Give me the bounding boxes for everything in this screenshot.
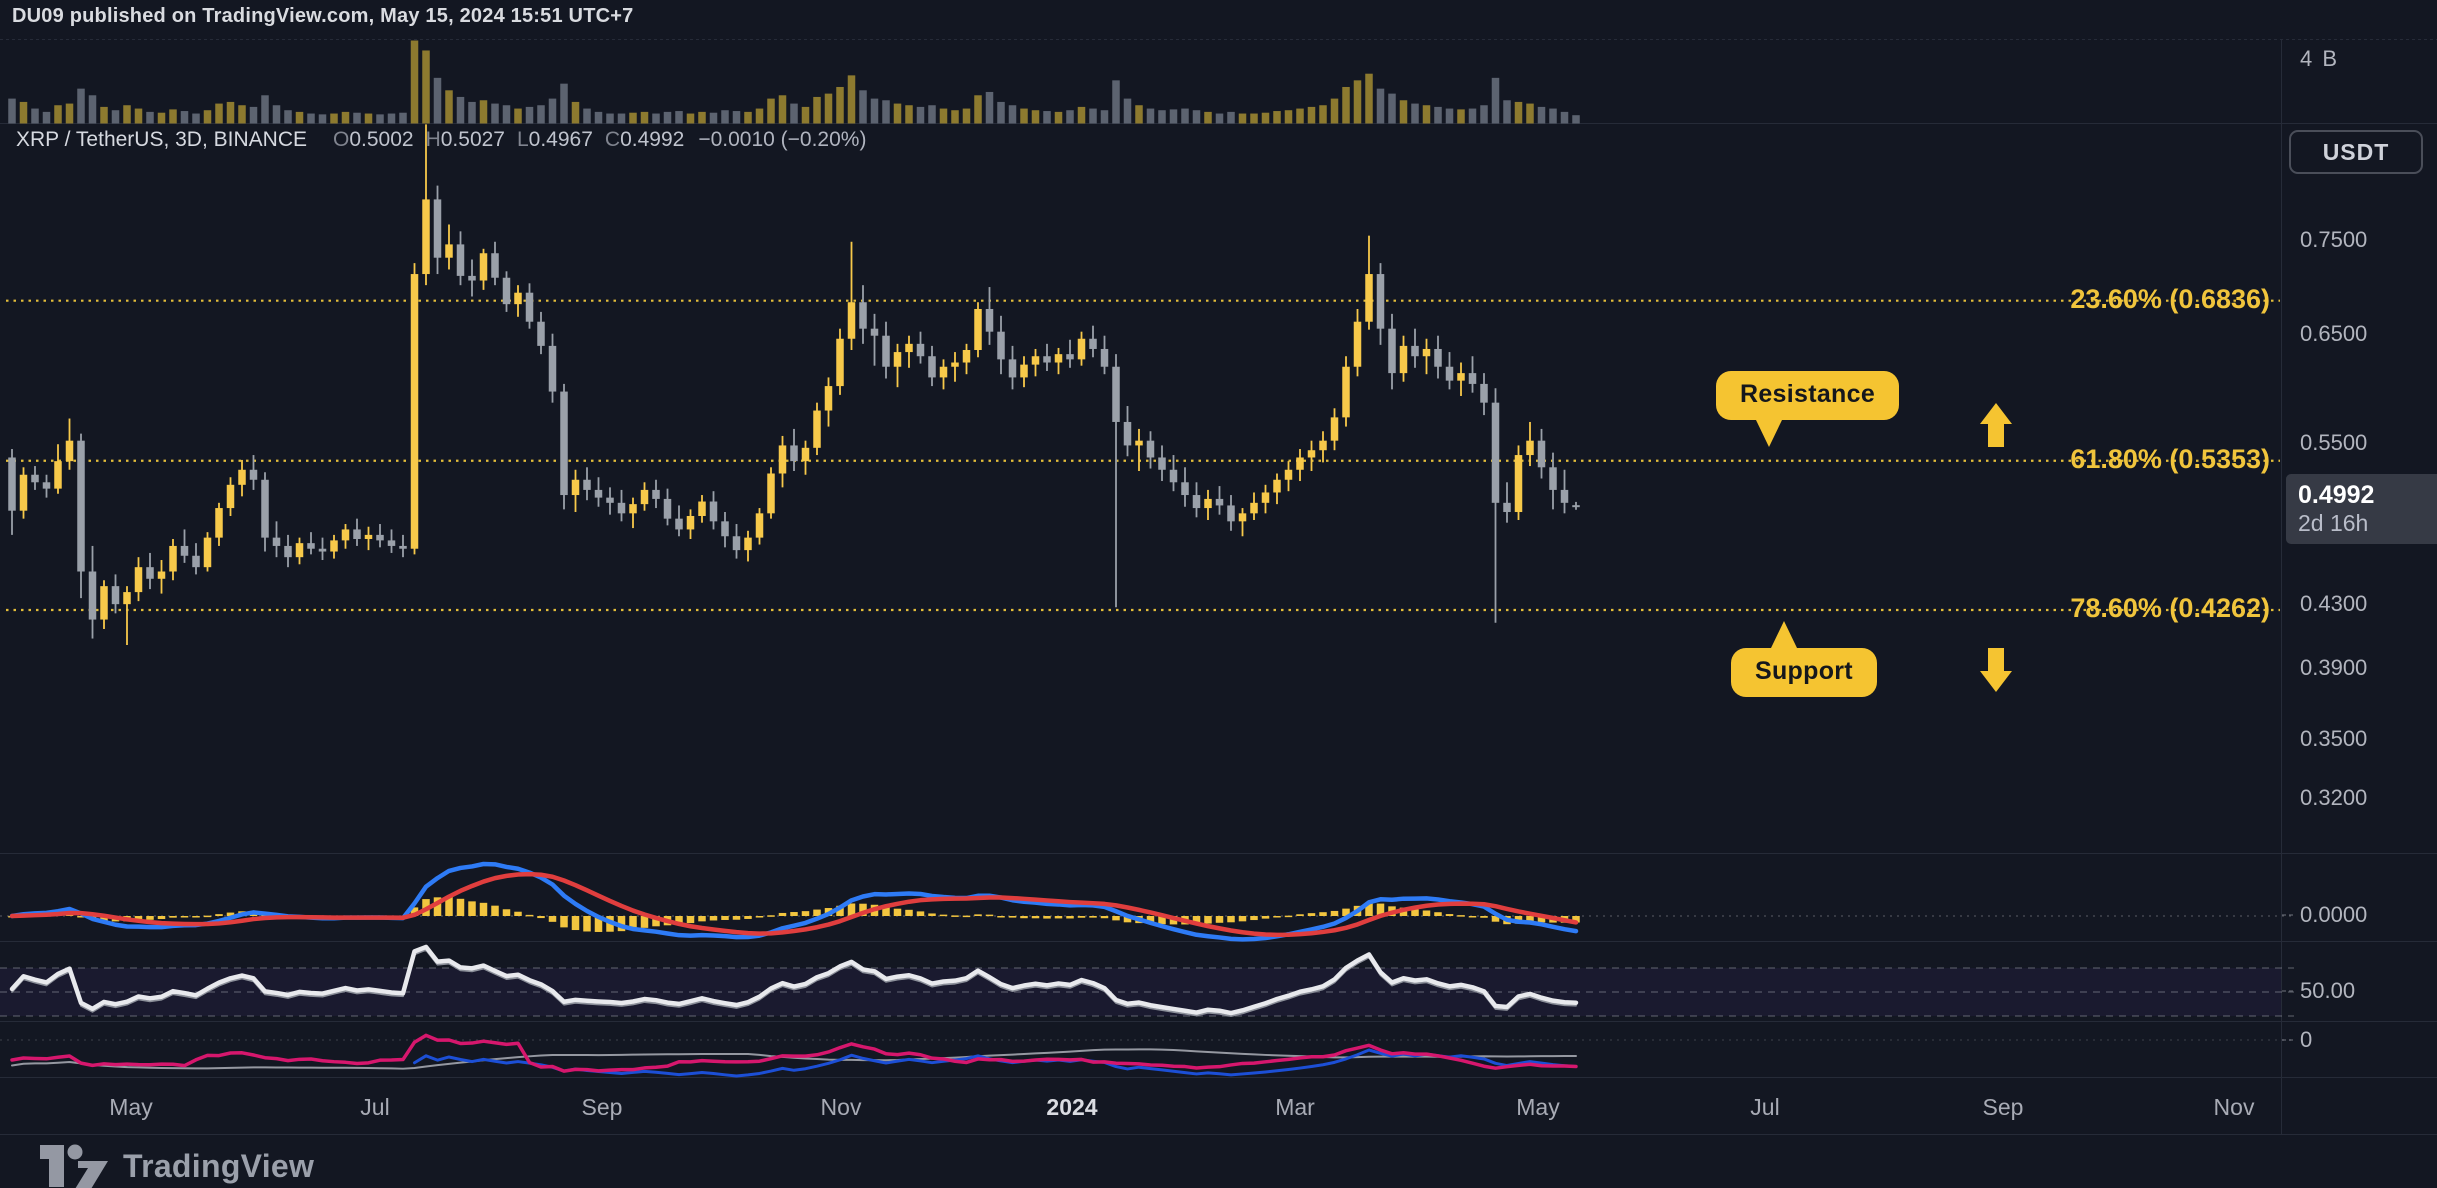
price-tick-label: 0.4300 [2300, 591, 2368, 617]
price-tick-label: 0.5500 [2300, 430, 2368, 456]
time-axis-label: May [109, 1094, 153, 1120]
momentum-layer [0, 1033, 2294, 1078]
last-price-box[interactable]: 0.4992 2d 16h [2286, 474, 2437, 545]
resistance-callout[interactable]: Resistance [1716, 371, 1900, 447]
price-tick-label: 0.7500 [2300, 227, 2368, 253]
ohlc-key: H [425, 128, 441, 151]
price-tick-label: 0.3200 [2300, 784, 2368, 810]
time-axis-label: Nov [2213, 1094, 2255, 1120]
bar-countdown: 2d 16h [2298, 510, 2369, 537]
price-tick-label: 0.6500 [2300, 320, 2368, 346]
arrow-up-icon[interactable] [1980, 403, 2012, 447]
ohlc-value: 0.5002 [349, 128, 414, 151]
axis-tick-stubs [2282, 914, 2296, 1041]
time-axis-label: Sep [581, 1094, 623, 1120]
indicator-tick-label: 0.0000 [2300, 902, 2368, 927]
time-axis-label: Jul [1750, 1094, 1780, 1120]
ohlc-values: O0.5002 H0.5027 L0.4967 C0.4992 [321, 128, 684, 151]
ohlc-legend: XRP / TetherUS, 3D, BINANCE O0.5002 H0.502… [16, 128, 866, 152]
time-axis-label: Mar [1275, 1094, 1315, 1120]
candles-layer [8, 124, 1580, 645]
fib-label-61-80[interactable]: 61.80% (0.5353) [2070, 443, 2270, 474]
ohlc-key: C [604, 128, 621, 151]
fib-label-23-60[interactable]: 23.60% (0.6836) [2070, 283, 2270, 314]
macd-layer [0, 861, 2294, 942]
indicator-tick-label: 0 [2300, 1027, 2313, 1052]
currency-toggle-button[interactable]: USDT [2289, 130, 2423, 174]
ohlc-value: 0.5027 [440, 128, 505, 151]
volume-layer [8, 40, 1580, 124]
ohlc-key: O [333, 128, 350, 151]
fib-label-78-60[interactable]: 78.60% (0.4262) [2070, 592, 2270, 623]
price-tick-label: 0.3500 [2300, 725, 2368, 751]
symbol-title[interactable]: XRP / TetherUS, 3D, BINANCE [16, 128, 307, 151]
publish-header: DU09 published on TradingView.com, May 1… [12, 5, 634, 27]
time-axis-label: Nov [820, 1094, 862, 1120]
ohlc-key: L [516, 128, 529, 151]
support-callout[interactable]: Support [1731, 621, 1877, 697]
tradingview-branding[interactable]: TradingView [38, 1143, 314, 1188]
time-axis-label: Jul [360, 1094, 390, 1120]
ohlc-value: 0.4967 [528, 128, 593, 151]
arrow-down-icon[interactable] [1980, 648, 2012, 692]
ohlc-value: 0.4992 [620, 128, 685, 151]
tradingview-brand-text: TradingView [123, 1147, 315, 1184]
time-axis-label: May [1516, 1094, 1560, 1120]
trend-arrows[interactable] [1980, 403, 2012, 692]
tradingview-logo-icon [40, 1144, 108, 1188]
last-price-value: 0.4992 [2298, 481, 2375, 510]
time-axis-label: Sep [1982, 1094, 2024, 1120]
price-tick-label: 0.3900 [2300, 655, 2368, 681]
rsi-layer [0, 944, 2294, 1017]
indicator-tick-label: 50.00 [2300, 978, 2356, 1003]
time-axis-label: 2024 [1046, 1094, 1098, 1120]
volume-axis-label: 4 B [2300, 46, 2340, 71]
price-change: −0.0010 (−0.20%) [698, 128, 867, 151]
